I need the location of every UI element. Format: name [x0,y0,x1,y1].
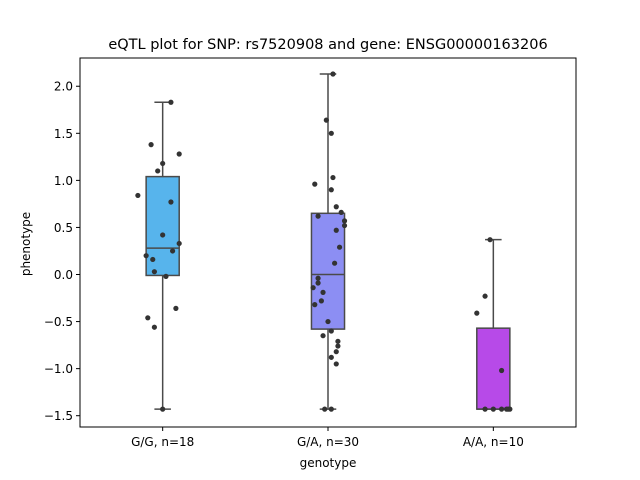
data-point [482,406,488,412]
data-point [320,289,326,295]
data-point [143,253,149,259]
y-axis-label: phenotype [19,212,33,276]
data-point [168,99,174,105]
data-point [148,142,154,148]
data-point [176,151,182,157]
y-tick-label: 0.0 [54,268,73,282]
data-point [163,273,169,279]
data-point [173,305,179,311]
data-point [155,168,161,174]
data-point [135,192,141,199]
chart-title: eQTL plot for SNP: rs7520908 and gene: E… [108,37,547,53]
data-point [328,130,334,136]
data-point [487,237,493,243]
data-point [150,256,156,263]
data-point [320,333,326,339]
data-point [482,293,488,299]
data-point [160,160,166,167]
data-point [499,367,505,374]
y-tick-label: −0.5 [44,315,73,329]
data-point [312,302,318,308]
plot-area-frame [79,57,577,428]
x-axis-label: genotype [300,456,357,470]
data-point [160,232,166,238]
box-iqr [310,212,346,330]
y-tick-label: −1.5 [44,409,73,423]
y-tick-label: 1.0 [54,174,73,188]
data-point [338,209,344,215]
data-point [160,406,166,412]
data-point [490,406,496,412]
data-point [335,343,341,349]
x-tick-label: A/A, n=10 [463,435,524,449]
data-point [499,406,505,412]
data-point [168,199,174,205]
data-point [315,280,321,286]
data-point [333,227,339,233]
data-point [169,248,176,254]
data-point [330,71,336,77]
data-point [315,275,321,281]
data-point [328,406,334,412]
data-point [330,174,336,181]
y-tick-label: 0.5 [54,221,73,235]
data-point [318,298,324,304]
data-point [322,406,328,412]
data-point [328,187,334,193]
data-point [328,354,334,360]
data-point [335,338,341,344]
data-point [176,240,182,247]
data-point [151,324,157,330]
data-point [333,349,339,355]
data-point [341,222,348,229]
box-iqr [476,327,511,410]
data-point [332,260,338,266]
x-tick-label: G/G, n=18 [131,435,194,449]
data-point [341,218,348,224]
data-point [336,244,343,250]
data-point [145,315,151,321]
data-point [151,269,157,275]
y-tick-label: −1.0 [44,362,73,376]
data-point [325,318,331,325]
x-tick-label: G/A, n=30 [297,435,359,449]
y-tick-label: 1.5 [54,127,73,141]
data-point [333,204,339,210]
data-point [328,328,334,334]
data-point [333,361,339,367]
data-point [312,181,318,187]
data-point [474,310,480,316]
data-point [323,117,329,123]
data-point [310,285,316,291]
data-point [503,406,510,412]
data-point [315,213,321,219]
y-tick-label: 2.0 [54,80,73,94]
